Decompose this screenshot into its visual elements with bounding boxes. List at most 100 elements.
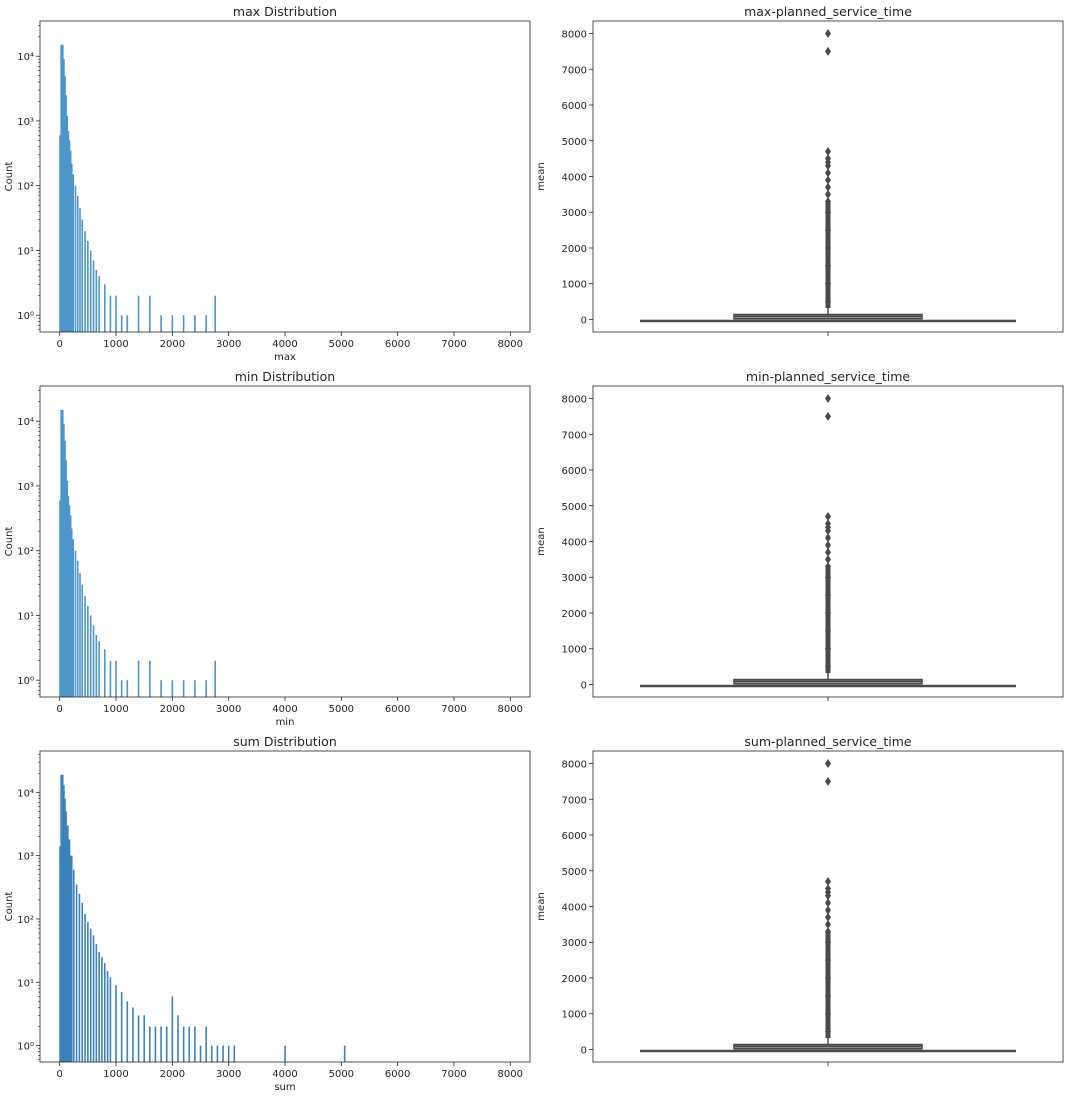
outlier-point — [825, 919, 831, 929]
outlier-strip — [825, 201, 831, 309]
bar — [115, 295, 117, 332]
y-tick-label: 7000 — [562, 430, 587, 441]
outlier-point — [825, 891, 831, 901]
bar — [92, 935, 95, 1062]
y-tick-label: 2000 — [562, 974, 587, 985]
bar — [98, 276, 100, 332]
bar — [98, 641, 100, 697]
outlier-point — [825, 905, 831, 915]
x-tick-label: 5000 — [329, 704, 354, 715]
y-tick-label: 0 — [581, 1045, 587, 1056]
y-tick-label: 10³ — [17, 482, 34, 493]
x-tick-label: 6000 — [385, 1069, 410, 1080]
bar — [89, 250, 92, 332]
bar — [81, 219, 84, 332]
bar — [171, 996, 174, 1062]
outlier-point — [825, 608, 831, 618]
bar — [194, 315, 196, 332]
y-tick-label: 10² — [17, 915, 34, 926]
bar — [109, 977, 112, 1062]
outlier-point — [825, 168, 831, 178]
x-tick-label: 5000 — [329, 339, 354, 350]
y-tick-label: 10¹ — [17, 978, 34, 989]
y-axis-label: mean — [536, 162, 547, 190]
y-tick-label: 8000 — [562, 395, 587, 406]
y-tick-label: 4000 — [562, 538, 587, 549]
x-tick-label: 7000 — [441, 1069, 466, 1080]
bar — [205, 680, 207, 697]
x-axis-label: min — [276, 717, 295, 728]
bar — [216, 1045, 219, 1062]
bar — [69, 163, 73, 332]
subplot-title: max Distribution — [233, 4, 337, 19]
y-tick-label: 0 — [581, 315, 587, 326]
subplot-title: min Distribution — [235, 369, 335, 384]
y-tick-label: 10² — [17, 547, 34, 558]
y-tick-label: 10¹ — [17, 611, 34, 622]
bar — [109, 295, 112, 332]
y-tick-label: 5000 — [562, 137, 587, 148]
outlier-point — [825, 511, 831, 521]
y-tick-label: 8000 — [562, 760, 587, 771]
bar — [103, 649, 106, 697]
outlier-point — [825, 1009, 831, 1019]
bar — [233, 1045, 236, 1062]
bar — [165, 1026, 168, 1062]
axes-frame — [39, 385, 531, 698]
bar — [115, 985, 117, 1062]
outlier-point — [825, 146, 831, 156]
y-axis-label: Count — [4, 162, 15, 192]
bar — [149, 1026, 151, 1062]
bar — [89, 615, 92, 697]
y-tick-label: 2000 — [562, 609, 587, 620]
x-tick-label: 3000 — [216, 339, 241, 350]
bar — [92, 260, 95, 332]
bar — [210, 1045, 213, 1062]
bar — [154, 1026, 157, 1062]
bar — [160, 680, 162, 697]
outlier-point — [825, 175, 831, 185]
x-tick-label: 4000 — [272, 339, 297, 350]
bar — [194, 1026, 196, 1062]
outlier-point — [825, 46, 831, 56]
y-tick-label: 7000 — [562, 65, 587, 76]
outlier-point — [825, 533, 831, 543]
bar — [92, 625, 95, 697]
y-tick-label: 0 — [581, 680, 587, 691]
outlier-point — [825, 876, 831, 886]
outlier-point — [825, 297, 831, 307]
bar — [199, 1045, 202, 1062]
outlier-point — [825, 243, 831, 253]
bar — [343, 1045, 346, 1062]
subplot-title: sum-planned_service_time — [744, 734, 911, 749]
outlier-point — [825, 644, 831, 654]
bar — [222, 1045, 224, 1062]
bar — [171, 680, 174, 697]
x-tick-label: 7000 — [441, 339, 466, 350]
y-tick-label: 10² — [17, 182, 34, 193]
y-axis-label: Count — [4, 527, 15, 557]
bar — [182, 680, 185, 697]
bar — [171, 315, 174, 332]
y-tick-label: 3000 — [562, 938, 587, 949]
bar — [132, 1007, 134, 1062]
bar — [67, 839, 71, 1062]
subplot-1: max Distribution 0 1000 2000 3000 4000 5000 600… — [4, 4, 531, 363]
bar — [72, 539, 75, 697]
y-tick-label: 1000 — [562, 1010, 587, 1021]
outlier-point — [825, 189, 831, 199]
subplot-3: min Distribution 0 1000 2000 3000 4000 5000 600… — [4, 369, 531, 728]
x-axis-label: sum — [274, 1082, 295, 1093]
subplot-title: max-planned_service_time — [744, 4, 912, 19]
y-tick-label: 10⁴ — [17, 788, 34, 799]
bar — [84, 595, 86, 697]
y-tick-label: 1000 — [562, 645, 587, 656]
bar — [79, 573, 81, 697]
y-tick-label: 4000 — [562, 173, 587, 184]
axes-frame — [39, 750, 531, 1063]
subplot-2: max-planned_service_time 0 1000 2000 3000 400… — [536, 4, 1064, 336]
outlier-point — [825, 662, 831, 672]
x-tick-label: 6000 — [385, 704, 410, 715]
bar — [137, 660, 140, 697]
